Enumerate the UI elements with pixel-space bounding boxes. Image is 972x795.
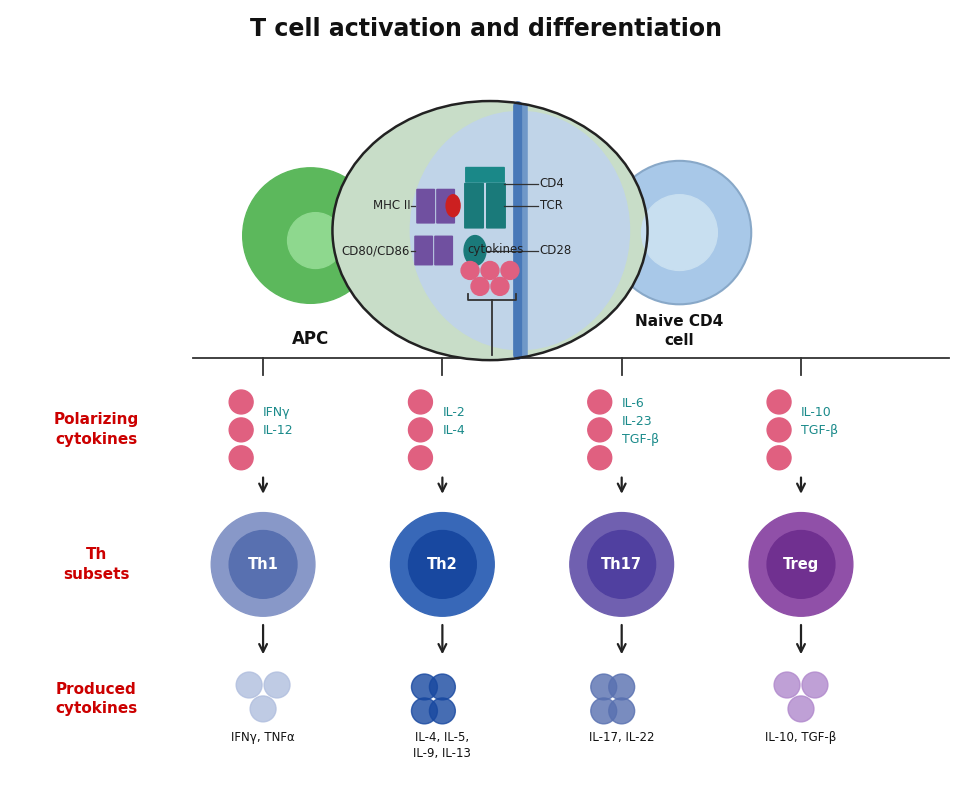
Circle shape [430, 698, 455, 724]
Ellipse shape [332, 101, 647, 360]
Circle shape [461, 262, 479, 279]
Circle shape [211, 513, 315, 616]
Circle shape [588, 390, 611, 414]
Text: Th
subsets: Th subsets [63, 547, 129, 582]
Text: CD4: CD4 [539, 177, 565, 190]
Text: cytokines: cytokines [468, 243, 524, 257]
Circle shape [642, 195, 717, 270]
FancyBboxPatch shape [414, 235, 434, 266]
Circle shape [481, 262, 499, 279]
Circle shape [788, 696, 814, 722]
Circle shape [408, 446, 433, 470]
Circle shape [408, 390, 433, 414]
FancyBboxPatch shape [416, 188, 435, 223]
Circle shape [229, 530, 297, 599]
Circle shape [591, 674, 616, 700]
Ellipse shape [446, 195, 460, 216]
Text: Treg: Treg [782, 557, 819, 572]
Circle shape [802, 672, 828, 698]
Circle shape [250, 696, 276, 722]
FancyBboxPatch shape [434, 235, 453, 266]
Text: IL-10, TGF-β: IL-10, TGF-β [765, 731, 837, 744]
Circle shape [608, 674, 635, 700]
Text: IL-4, IL-5,
IL-9, IL-13: IL-4, IL-5, IL-9, IL-13 [413, 731, 471, 760]
FancyBboxPatch shape [465, 167, 504, 183]
Circle shape [229, 418, 253, 442]
Circle shape [229, 446, 253, 470]
Circle shape [570, 513, 674, 616]
Text: Produced
cytokines: Produced cytokines [55, 681, 137, 716]
Circle shape [608, 698, 635, 724]
Text: IFNγ
IL-12: IFNγ IL-12 [263, 406, 294, 437]
Circle shape [767, 390, 791, 414]
Ellipse shape [409, 111, 630, 351]
Circle shape [588, 418, 611, 442]
Circle shape [767, 446, 791, 470]
Circle shape [588, 446, 611, 470]
Circle shape [408, 418, 433, 442]
Text: IL-6
IL-23
TGF-β: IL-6 IL-23 TGF-β [622, 398, 659, 447]
Ellipse shape [464, 235, 486, 266]
Circle shape [430, 674, 455, 700]
Circle shape [767, 418, 791, 442]
Text: IL-10
TGF-β: IL-10 TGF-β [801, 406, 838, 437]
Circle shape [236, 672, 262, 698]
Text: Naive CD4
cell: Naive CD4 cell [636, 314, 723, 348]
FancyBboxPatch shape [486, 183, 506, 229]
Circle shape [471, 277, 489, 296]
Text: Th17: Th17 [602, 557, 642, 572]
Circle shape [243, 168, 378, 304]
Circle shape [408, 530, 476, 599]
Text: Th1: Th1 [248, 557, 279, 572]
Text: MHC II: MHC II [372, 200, 410, 212]
Circle shape [591, 698, 616, 724]
FancyBboxPatch shape [436, 188, 455, 223]
Text: T cell activation and differentiation: T cell activation and differentiation [250, 17, 722, 41]
Text: CD28: CD28 [539, 244, 573, 257]
Circle shape [391, 513, 494, 616]
Text: Polarizing
cytokines: Polarizing cytokines [53, 413, 139, 448]
Circle shape [411, 674, 437, 700]
Text: TCR: TCR [539, 200, 563, 212]
FancyBboxPatch shape [464, 183, 484, 229]
Text: CD80/CD86: CD80/CD86 [342, 244, 410, 257]
Circle shape [501, 262, 519, 279]
Circle shape [608, 161, 751, 304]
Circle shape [288, 212, 343, 269]
Circle shape [749, 513, 852, 616]
Text: IL-17, IL-22: IL-17, IL-22 [589, 731, 654, 744]
Circle shape [411, 698, 437, 724]
Text: APC: APC [292, 330, 330, 348]
Circle shape [264, 672, 290, 698]
Circle shape [229, 390, 253, 414]
Circle shape [767, 530, 835, 599]
Circle shape [491, 277, 509, 296]
Circle shape [774, 672, 800, 698]
Text: Th2: Th2 [427, 557, 458, 572]
Text: IFNγ, TNFα: IFNγ, TNFα [231, 731, 295, 744]
Text: IL-2
IL-4: IL-2 IL-4 [442, 406, 466, 437]
Circle shape [588, 530, 655, 599]
